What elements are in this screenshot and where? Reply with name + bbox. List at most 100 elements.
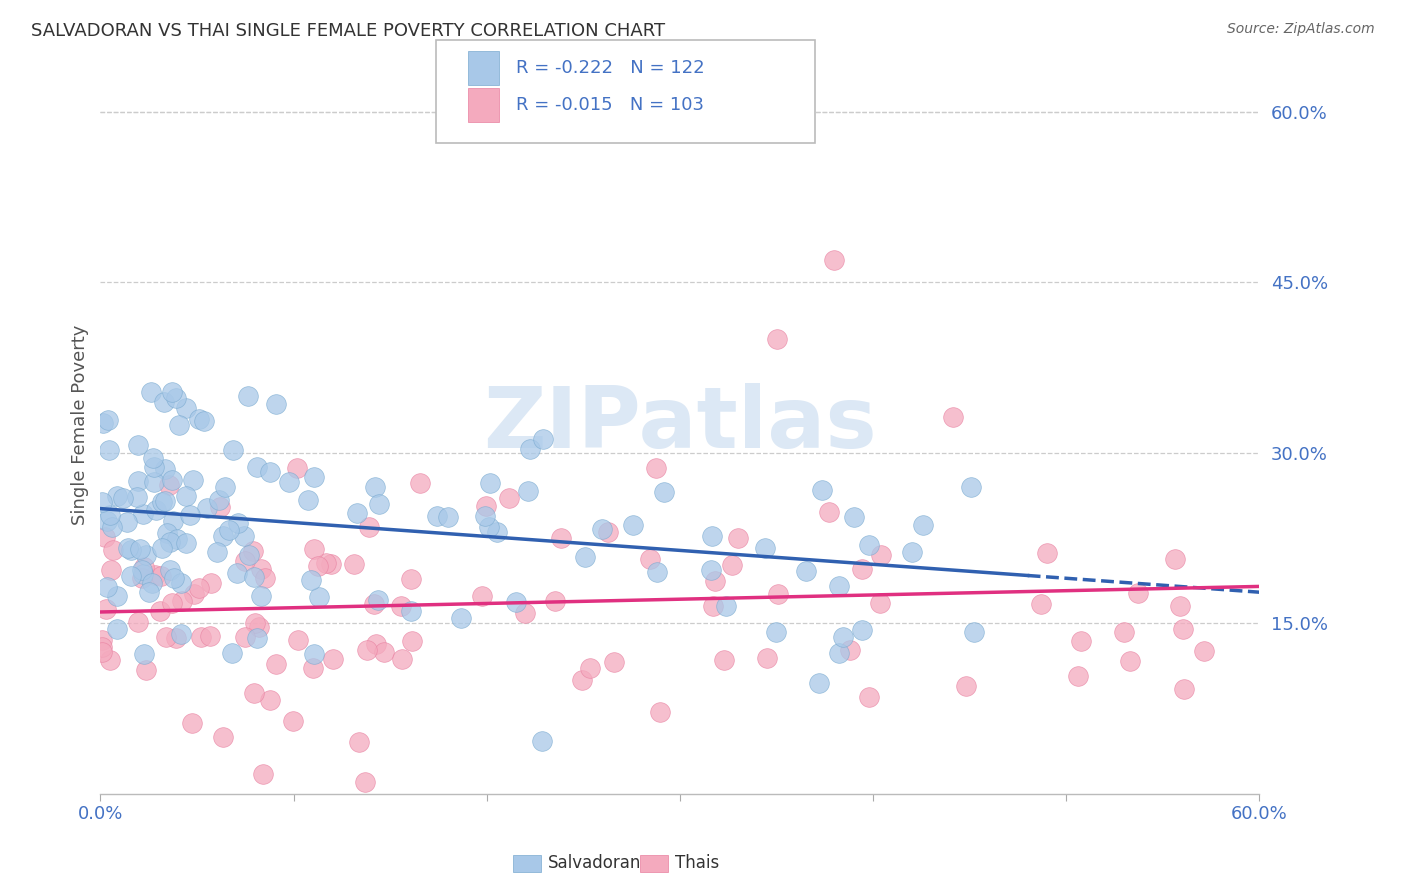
Point [150, 495, 173, 509]
Point [132, 567, 155, 582]
Point [602, 656, 624, 670]
Point [120, 542, 142, 557]
Point [648, 705, 671, 719]
Point [828, 646, 851, 660]
Point [163, 571, 186, 585]
Point [254, 571, 277, 585]
Point [117, 541, 139, 555]
Point [96, 514, 118, 528]
Point [250, 590, 273, 604]
Point [150, 569, 173, 583]
Point [851, 561, 873, 575]
Point [162, 385, 184, 400]
Point [152, 541, 174, 556]
Point [702, 599, 724, 614]
Point [266, 657, 288, 671]
Text: R = -0.015   N = 103: R = -0.015 N = 103 [516, 96, 704, 114]
Point [373, 645, 395, 659]
Point [297, 492, 319, 507]
Point [391, 652, 413, 666]
Point [179, 508, 201, 522]
Point [143, 460, 166, 475]
Point [302, 470, 325, 484]
Point [278, 475, 301, 489]
Point [94, 530, 117, 544]
Point [246, 631, 269, 645]
Point [221, 646, 243, 660]
Point [828, 579, 851, 593]
Point [1067, 669, 1090, 683]
Point [299, 573, 322, 587]
Point [571, 673, 593, 688]
Point [437, 510, 460, 524]
Point [101, 543, 124, 558]
Point [364, 637, 387, 651]
Point [963, 625, 986, 640]
Point [174, 401, 197, 415]
Point [1126, 586, 1149, 600]
Point [285, 461, 308, 475]
Point [304, 541, 326, 556]
Point [530, 733, 553, 747]
Point [831, 630, 853, 644]
Text: ZIPatlas: ZIPatlas [484, 383, 877, 466]
Point [960, 480, 983, 494]
Point [519, 442, 541, 456]
Point [91, 416, 114, 430]
Point [97, 413, 120, 427]
Point [505, 595, 527, 609]
Point [399, 604, 422, 618]
Point [531, 432, 554, 446]
Point [91, 633, 114, 648]
Point [474, 508, 496, 523]
Point [222, 442, 245, 457]
Point [343, 557, 366, 571]
Point [756, 651, 779, 665]
Point [135, 663, 157, 677]
Point [160, 473, 183, 487]
Point [165, 632, 187, 646]
Point [247, 620, 270, 634]
Point [401, 633, 423, 648]
Point [543, 594, 565, 608]
Point [364, 480, 387, 494]
Point [811, 483, 834, 497]
Point [243, 616, 266, 631]
Point [127, 438, 149, 452]
Point [869, 596, 891, 610]
Point [165, 391, 187, 405]
Y-axis label: Single Female Poverty: Single Female Poverty [72, 324, 89, 524]
Point [450, 611, 472, 625]
Point [1112, 624, 1135, 639]
Point [475, 499, 498, 513]
Point [98, 508, 121, 522]
Point [471, 589, 494, 603]
Point [157, 477, 180, 491]
Point [132, 647, 155, 661]
Point [713, 653, 735, 667]
Point [94, 601, 117, 615]
Point [153, 395, 176, 409]
Point [645, 565, 668, 579]
Point [553, 105, 575, 120]
Point [169, 626, 191, 640]
Point [188, 581, 211, 595]
Point [765, 624, 787, 639]
Point [824, 252, 846, 267]
Point [141, 576, 163, 591]
Point [409, 475, 432, 490]
Point [98, 443, 121, 458]
Point [716, 599, 738, 614]
Point [100, 520, 122, 534]
Point [200, 629, 222, 643]
Point [167, 418, 190, 433]
Point [100, 563, 122, 577]
Point [842, 510, 865, 524]
Point [190, 630, 212, 644]
Point [721, 558, 744, 572]
Point [246, 459, 269, 474]
Point [287, 633, 309, 648]
Point [308, 590, 330, 604]
Point [170, 575, 193, 590]
Point [368, 497, 391, 511]
